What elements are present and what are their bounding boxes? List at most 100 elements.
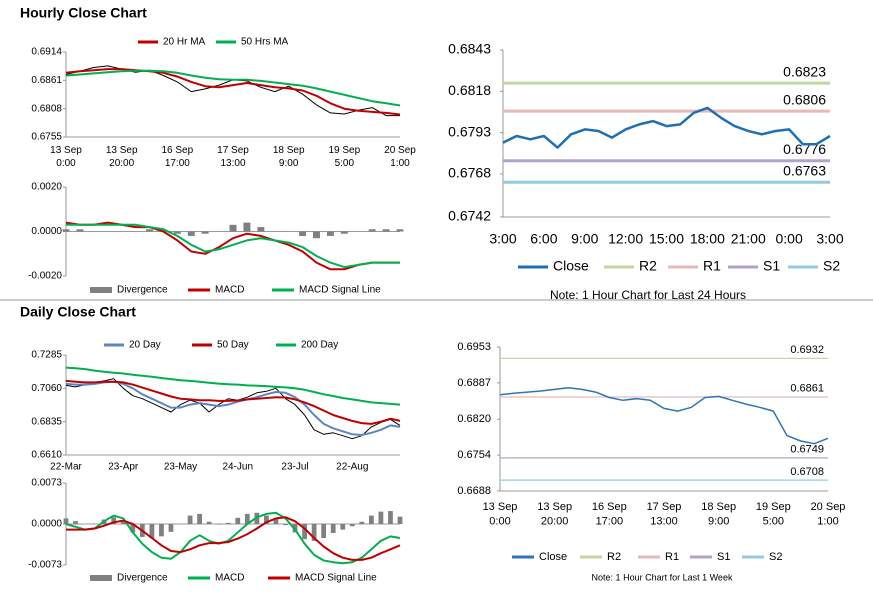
section-heading: Hourly Close Chart bbox=[20, 5, 147, 21]
divergence-bar bbox=[149, 524, 155, 539]
legend-label: Divergence bbox=[117, 285, 168, 296]
legend-label: 50 Hrs MA bbox=[241, 37, 289, 48]
x-tick-label: 6:00 bbox=[530, 231, 557, 247]
divergence-bar bbox=[243, 222, 251, 232]
divergence-bar bbox=[187, 231, 195, 236]
y-tick-label: 0.6755 bbox=[31, 132, 62, 143]
series-line bbox=[502, 106, 831, 149]
x-tick-label: 23-Jul bbox=[281, 462, 308, 473]
divergence-bar bbox=[368, 229, 376, 232]
legend-label: 20 Day bbox=[129, 340, 161, 351]
legend-swatch bbox=[90, 287, 112, 293]
divergence-bar bbox=[201, 231, 209, 234]
level-label: 0.6708 bbox=[790, 466, 824, 478]
legend-label: MACD Signal Line bbox=[295, 573, 377, 584]
divergence-bar bbox=[235, 517, 241, 524]
divergence-bar bbox=[396, 229, 404, 232]
x-tick-label: 24-Jun bbox=[222, 462, 253, 473]
x-tick-label: 3:00 bbox=[489, 231, 516, 247]
y-tick-label: 0.6953 bbox=[457, 341, 491, 353]
divergence-bar bbox=[340, 524, 346, 530]
legend-label: Close bbox=[539, 551, 567, 563]
legend-label: 200 Day bbox=[301, 340, 338, 351]
divergence-bar bbox=[378, 511, 384, 524]
y-tick-label: -0.0073 bbox=[28, 560, 62, 571]
x-tick-label: 16 Sep 17:00 bbox=[592, 501, 627, 527]
x-tick-label: 3:00 bbox=[816, 231, 843, 247]
divergence-bar bbox=[111, 517, 117, 524]
x-tick-label: 17 Sep 13:00 bbox=[647, 501, 682, 527]
series-line bbox=[65, 68, 401, 116]
series-line bbox=[65, 380, 401, 436]
y-tick-label: 0.6861 bbox=[31, 75, 62, 86]
y-tick-label: 0.0000 bbox=[31, 519, 62, 530]
divergence-bar bbox=[313, 231, 320, 239]
x-tick-label: 12:00 bbox=[608, 231, 643, 247]
legend-label: Divergence bbox=[117, 573, 168, 584]
divergence-bar bbox=[302, 524, 307, 540]
series-line bbox=[65, 511, 401, 565]
divergence-bar bbox=[368, 515, 374, 524]
divergence-bar bbox=[206, 521, 212, 524]
divergence-bar bbox=[63, 518, 69, 524]
legend-label: 50 Day bbox=[217, 340, 249, 351]
x-tick-label: 0:00 bbox=[776, 231, 803, 247]
legend-label: R1 bbox=[665, 551, 679, 563]
y-tick-label: 0.7060 bbox=[31, 383, 62, 394]
legend-label: S1 bbox=[763, 258, 780, 274]
y-tick-label: 0.6688 bbox=[457, 485, 491, 497]
y-tick-label: 0.0073 bbox=[31, 478, 62, 489]
divergence-bar bbox=[382, 229, 390, 232]
y-tick-label: 0.6793 bbox=[448, 123, 491, 139]
level-label: 0.6861 bbox=[790, 383, 824, 395]
level-label: 0.6749 bbox=[790, 444, 824, 456]
x-tick-label: 17 Sep 13:00 bbox=[217, 145, 249, 169]
divergence-bar bbox=[225, 522, 231, 524]
x-tick-label: 18:00 bbox=[690, 231, 725, 247]
divergence-bar bbox=[299, 231, 307, 236]
series-line bbox=[65, 379, 401, 425]
x-tick-label: 15:00 bbox=[649, 231, 684, 247]
level-label: 0.6932 bbox=[790, 344, 824, 356]
x-tick-label: 22-Aug bbox=[336, 462, 368, 473]
divergence-bar bbox=[321, 524, 327, 539]
divergence-bar bbox=[326, 231, 334, 236]
x-tick-label: 18 Sep 9:00 bbox=[701, 501, 736, 527]
x-tick-label: 16 Sep 17:00 bbox=[161, 145, 193, 169]
legend-label: S1 bbox=[717, 551, 730, 563]
legend-label: MACD bbox=[215, 285, 244, 296]
y-tick-label: 0.6843 bbox=[448, 41, 491, 57]
divergence-bar bbox=[159, 524, 164, 537]
y-tick-label: 0.6808 bbox=[31, 103, 62, 114]
legend-label: S2 bbox=[823, 258, 840, 274]
chart-note: Note: 1 Hour Chart for Last 1 Week bbox=[592, 572, 733, 582]
divergence-bar bbox=[197, 513, 202, 524]
series-line bbox=[65, 69, 401, 107]
y-tick-label: -0.0020 bbox=[28, 271, 62, 282]
divergence-bar bbox=[264, 515, 269, 524]
level-label: 0.6806 bbox=[783, 91, 826, 107]
divergence-bar bbox=[146, 229, 153, 232]
divergence-bar bbox=[311, 524, 317, 541]
y-tick-label: 0.6610 bbox=[31, 450, 62, 461]
x-tick-label: 18 Sep 9:00 bbox=[273, 145, 305, 169]
series-line bbox=[499, 387, 829, 445]
y-tick-label: 0.7285 bbox=[31, 350, 62, 361]
divergence-bar bbox=[120, 521, 126, 524]
x-tick-label: 13 Sep 20:00 bbox=[537, 501, 572, 527]
x-tick-label: 21:00 bbox=[731, 231, 766, 247]
level-label: 0.6823 bbox=[783, 63, 826, 79]
y-tick-label: 0.0020 bbox=[31, 182, 62, 193]
legend-label: MACD bbox=[215, 573, 244, 584]
y-tick-label: 0.6742 bbox=[448, 208, 491, 224]
divergence-bar bbox=[62, 229, 70, 232]
divergence-bar bbox=[73, 521, 78, 524]
divergence-bar bbox=[388, 511, 393, 524]
x-tick-label: 22-Mar bbox=[50, 462, 82, 473]
divergence-bar bbox=[257, 227, 265, 232]
x-tick-label: 23-Apr bbox=[108, 462, 139, 473]
series-line bbox=[66, 223, 400, 269]
x-tick-label: 19 Sep 5:00 bbox=[756, 501, 791, 527]
x-tick-label: 19 Sep 5:00 bbox=[328, 145, 360, 169]
